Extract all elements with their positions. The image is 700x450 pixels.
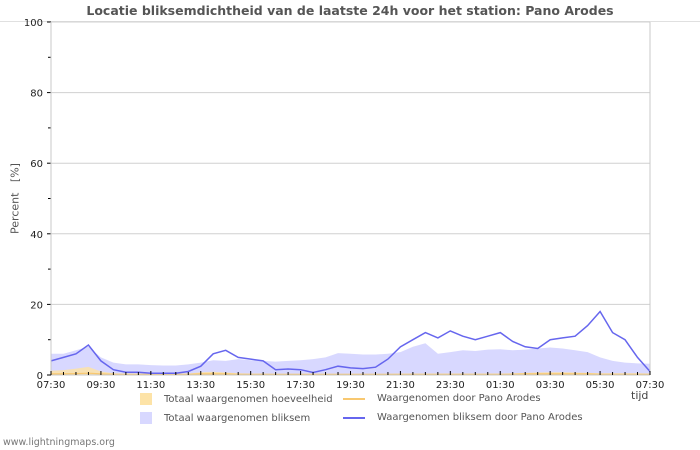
legend-swatch-total-amount bbox=[140, 393, 152, 405]
y-tick-label: 20 bbox=[30, 300, 43, 311]
x-tick-label: 07:30 bbox=[37, 380, 66, 391]
x-tick-label: 23:30 bbox=[436, 380, 465, 391]
y-tick-label: 0 bbox=[37, 371, 43, 382]
legend-item-total-lightning: Totaal waargenomen bliksem bbox=[140, 412, 310, 424]
x-tick-label: 21:30 bbox=[386, 380, 415, 391]
area-series bbox=[51, 343, 650, 375]
x-axis-label: tijd bbox=[631, 389, 649, 402]
gridlines bbox=[51, 21, 650, 305]
x-tick-label: 09:30 bbox=[87, 380, 116, 391]
x-tick-label: 17:30 bbox=[286, 380, 315, 391]
legend-label-total-amount: Totaal waargenomen hoeveelheid bbox=[164, 393, 333, 405]
footer-link[interactable]: www.lightningmaps.org bbox=[3, 437, 115, 448]
x-tick-label: 05:30 bbox=[586, 380, 615, 391]
x-tick-label: 15:30 bbox=[236, 380, 265, 391]
legend-item-station-amount: Waargenomen door Pano Arodes bbox=[343, 393, 541, 404]
y-tick-label: 100 bbox=[24, 18, 43, 29]
legend-item-station-lightning: Waargenomen bliksem door Pano Arodes bbox=[343, 412, 583, 423]
x-tick-label: 01:30 bbox=[486, 380, 515, 391]
legend-label-station-lightning: Waargenomen bliksem door Pano Arodes bbox=[377, 412, 583, 423]
legend-item-total-amount: Totaal waargenomen hoeveelheid bbox=[140, 393, 333, 405]
x-tick-label: 19:30 bbox=[336, 380, 365, 391]
y-tick-label: 60 bbox=[30, 159, 43, 170]
x-tick-label: 03:30 bbox=[536, 380, 565, 391]
legend-line-station-amount bbox=[343, 397, 365, 400]
y-axis-label: Percent [%] bbox=[8, 163, 22, 234]
axes: 0 20 40 60 80 100 07:30 09:30 11:30 13:30 15:30 17:… bbox=[24, 18, 665, 391]
legend-label-total-lightning: Totaal waargenomen bliksem bbox=[164, 412, 311, 424]
y-tick-label: 80 bbox=[30, 89, 43, 100]
legend-line-station-lightning bbox=[343, 416, 365, 419]
x-tick-label: 11:30 bbox=[136, 380, 165, 391]
x-tick-label: 07:30 bbox=[636, 380, 665, 391]
x-tick-label: 13:30 bbox=[186, 380, 215, 391]
y-tick-label: 40 bbox=[30, 230, 43, 241]
data-areas bbox=[51, 343, 650, 375]
legend-label-station-amount: Waargenomen door Pano Arodes bbox=[377, 393, 541, 404]
chart-title: Locatie bliksemdichtheid van de laatste … bbox=[86, 3, 614, 18]
legend-swatch-total-lightning bbox=[140, 412, 152, 424]
